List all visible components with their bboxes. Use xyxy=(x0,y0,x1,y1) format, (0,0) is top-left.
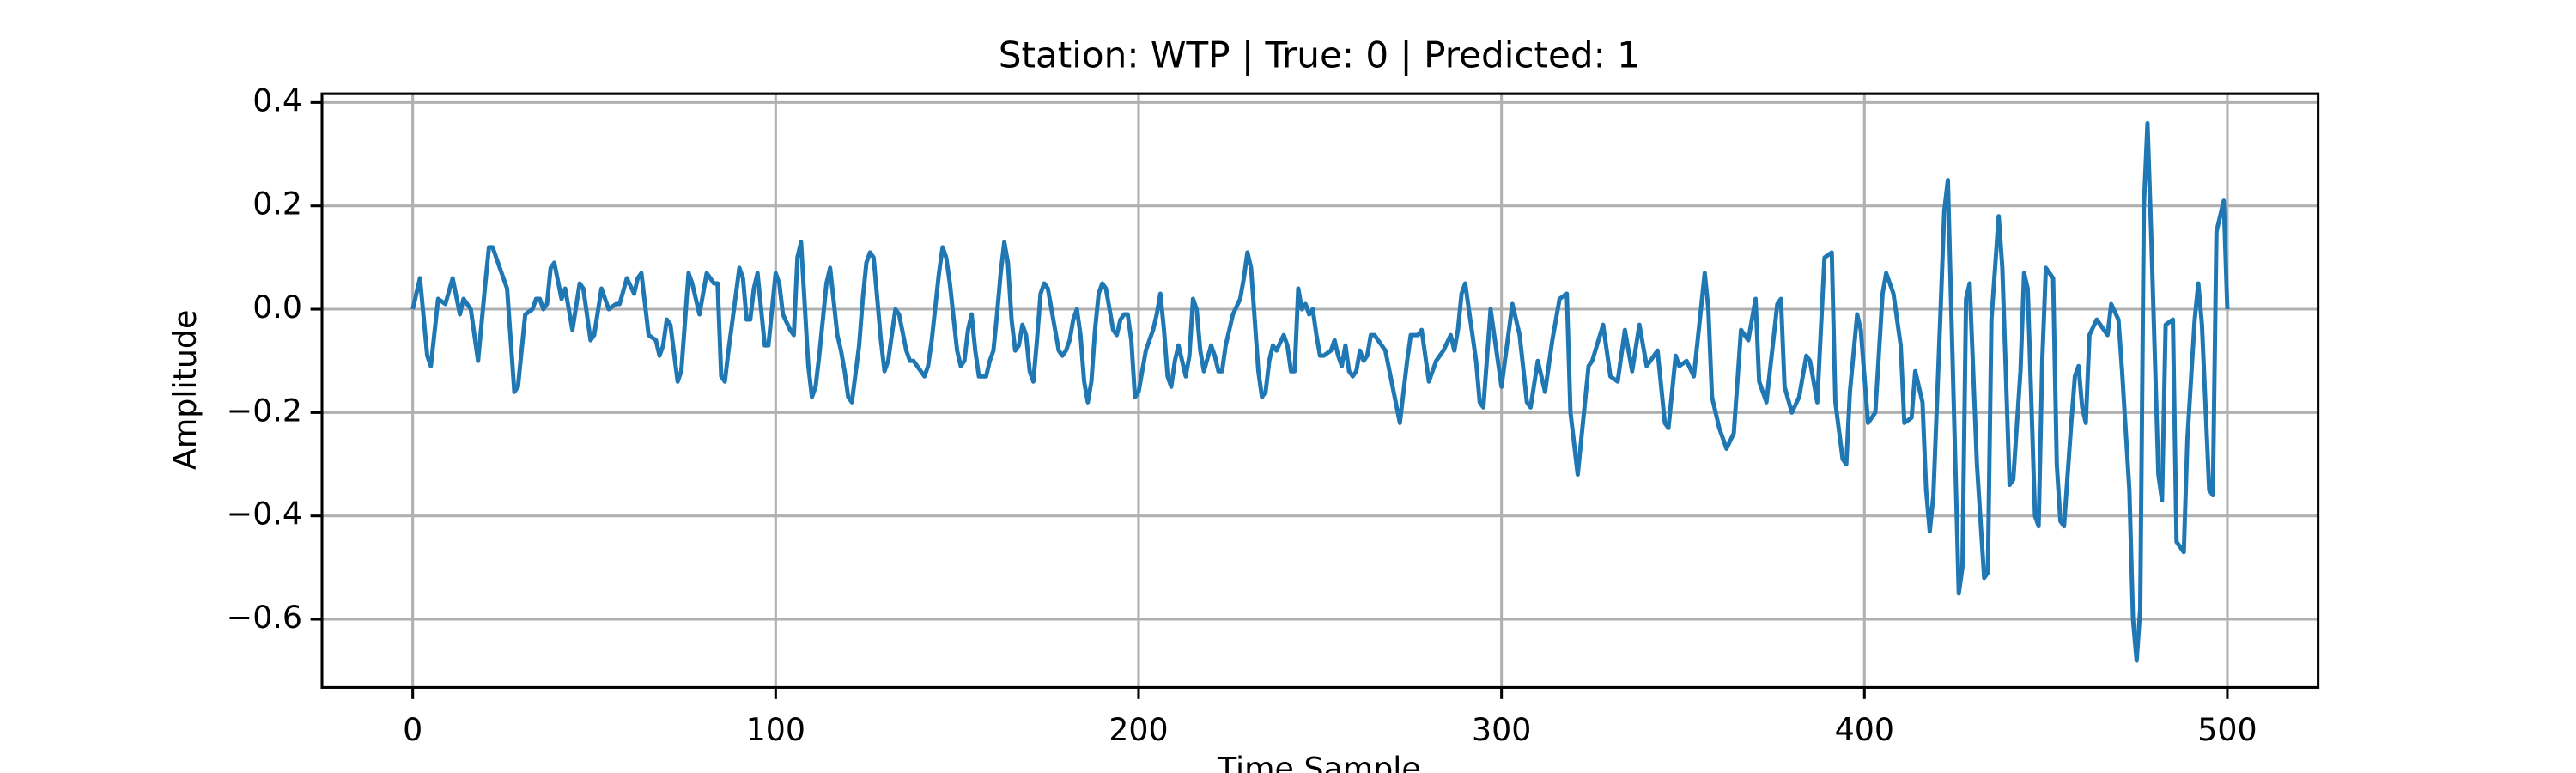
x-tick-label: 0 xyxy=(403,711,422,748)
y-tick-label: −0.6 xyxy=(227,599,302,636)
x-tick-label: 300 xyxy=(1472,711,1531,748)
x-tick-label: 100 xyxy=(746,711,805,748)
plot-frame xyxy=(320,92,2320,689)
x-axis-label: Time Sample xyxy=(1217,751,1421,773)
y-tick-label: 0.4 xyxy=(252,82,302,119)
x-tick-label: 200 xyxy=(1109,711,1168,748)
y-tick-label: −0.2 xyxy=(227,392,302,429)
chart-title: Station: WTP | True: 0 | Predicted: 1 xyxy=(999,34,1640,76)
x-tick-label: 400 xyxy=(1835,711,1894,748)
y-tick-label: 0.0 xyxy=(252,289,302,326)
x-tick-label: 500 xyxy=(2197,711,2257,748)
data-line xyxy=(410,120,2230,663)
y-tick-label: −0.4 xyxy=(227,496,302,533)
y-axis-label: Amplitude xyxy=(167,310,204,470)
y-tick-label: 0.2 xyxy=(252,186,302,222)
